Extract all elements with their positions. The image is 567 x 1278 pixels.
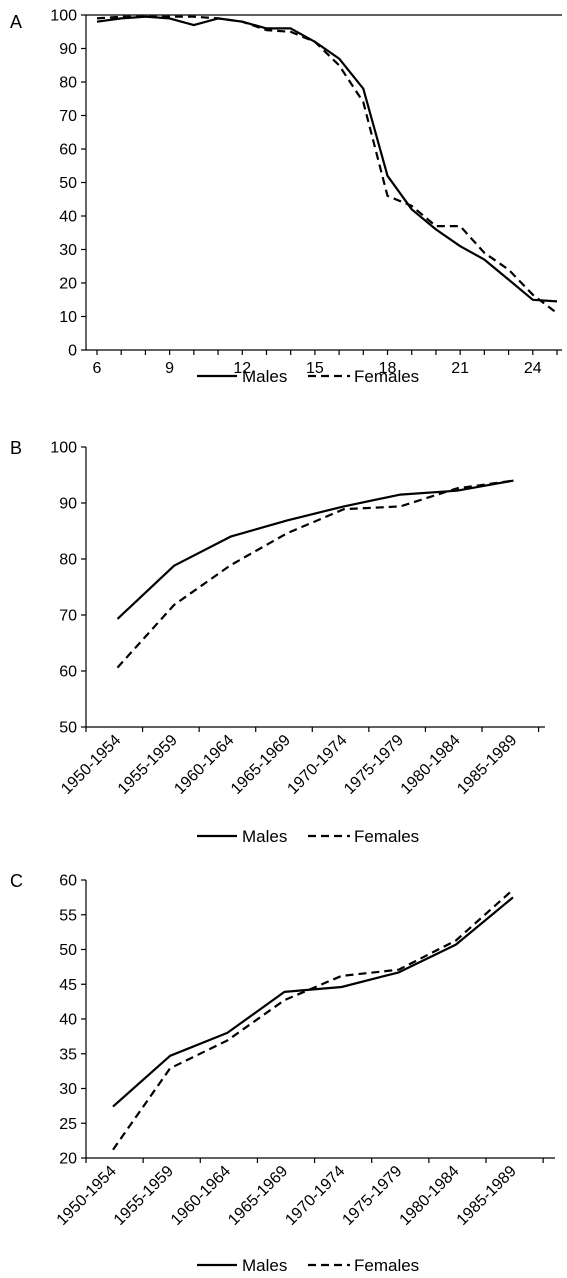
chart-panel-b: B 50 60 70 80 90 100 1950-19541955-19591960-196… [10, 438, 545, 846]
y-tick-label: 50 [59, 175, 77, 192]
y-tick-label: 50 [59, 942, 77, 959]
legend: Males Females [197, 1256, 419, 1275]
x-tick-label: 24 [524, 360, 542, 377]
y-tick-label: 0 [68, 343, 77, 360]
legend-label-females: Females [354, 1256, 419, 1275]
x-tick-label: 1965-1969 [228, 732, 294, 798]
x-tick-label: 18 [379, 360, 397, 377]
y-tick-label: 90 [59, 41, 77, 58]
series-line-females [112, 888, 514, 1151]
legend-label-females: Females [354, 367, 419, 386]
x-tick-label: 1970-1974 [282, 1163, 348, 1229]
series-line-females [96, 15, 558, 314]
x-tick-label: 1980-1984 [397, 1163, 463, 1229]
x-tick-label: 6 [93, 360, 102, 377]
series-line-males [96, 15, 558, 303]
panel-label: B [10, 438, 22, 458]
series-line-males [116, 479, 514, 620]
x-tick-label: 1960-1964 [171, 732, 237, 798]
y-tick-label: 30 [59, 1081, 77, 1098]
y-tick-label: 25 [59, 1116, 77, 1133]
y-tick-label: 80 [59, 75, 77, 92]
x-tick-label: 12 [233, 360, 251, 377]
y-tick-label: 100 [50, 440, 77, 457]
y-tick-label: 45 [59, 977, 77, 994]
x-tick-label: 1960-1964 [168, 1163, 234, 1229]
y-tick-label: 35 [59, 1046, 77, 1063]
x-tick-label: 1965-1969 [225, 1163, 291, 1229]
legend: Males Females [197, 827, 419, 846]
chart-panel-a: A 0 10 20 30 40 50 60 70 80 90 100 6 9 12 15 18 21 24 Males… [10, 8, 562, 386]
x-tick-label: 1970-1974 [284, 732, 350, 798]
series-line-females [116, 479, 514, 669]
x-tick-label: 21 [451, 360, 469, 377]
y-tick-label: 100 [50, 8, 77, 25]
y-tick-label: 70 [59, 608, 77, 625]
chart-panel-c: C2025303540455055601950-19541955-1959196… [10, 871, 555, 1275]
legend-label-males: Males [242, 367, 287, 386]
y-tick-label: 40 [59, 1012, 77, 1029]
y-tick-label: 30 [59, 242, 77, 259]
x-tick-label: 1950-1954 [54, 1163, 120, 1229]
y-tick-label: 60 [59, 142, 77, 159]
x-tick-label: 1975-1979 [339, 1163, 405, 1229]
legend-label-females: Females [354, 827, 419, 846]
x-tick-label: 1950-1954 [58, 732, 124, 798]
panel-label: A [10, 12, 22, 32]
y-tick-label: 60 [59, 873, 77, 890]
y-tick-label: 80 [59, 552, 77, 569]
y-tick-label: 20 [59, 276, 77, 293]
x-tick-label: 9 [165, 360, 174, 377]
legend: Males Females [197, 367, 419, 386]
y-tick-label: 90 [59, 496, 77, 513]
y-tick-label: 70 [59, 108, 77, 125]
y-tick-label: 60 [59, 664, 77, 681]
y-tick-label: 55 [59, 907, 77, 924]
y-tick-label: 40 [59, 209, 77, 226]
panel-label: C [10, 871, 23, 891]
y-tick-label: 10 [59, 309, 77, 326]
legend-label-males: Males [242, 827, 287, 846]
x-tick-label: 1985-1989 [454, 1163, 520, 1229]
x-tick-label: 15 [306, 360, 324, 377]
x-tick-label: 1975-1979 [341, 732, 407, 798]
x-tick-label: 1955-1959 [111, 1163, 177, 1229]
x-tick-label: 1985-1989 [454, 732, 520, 798]
x-tick-label: 1955-1959 [115, 732, 181, 798]
y-tick-label: 20 [59, 1151, 77, 1168]
y-tick-label: 50 [59, 720, 77, 737]
x-tick-label: 1980-1984 [398, 732, 464, 798]
series-line-males [112, 896, 514, 1108]
legend-label-males: Males [242, 1256, 287, 1275]
